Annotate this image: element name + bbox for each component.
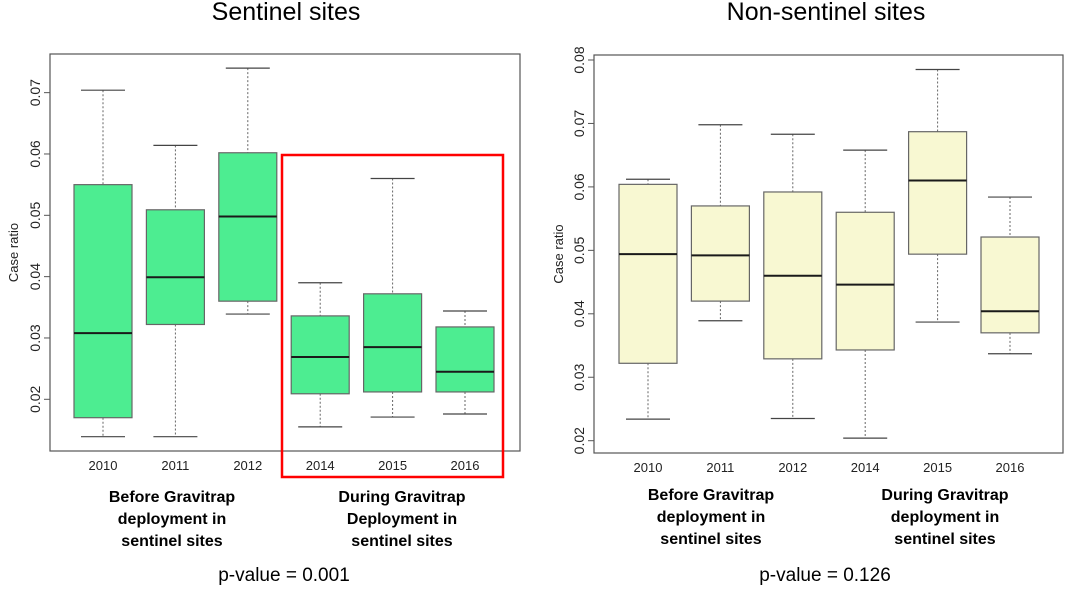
right-group-label-before: Before Gravitrap deployment in sentinel … xyxy=(647,487,775,548)
left-x-tick-label: 2014 xyxy=(306,458,335,473)
left-plot-frame xyxy=(49,53,521,452)
left-y-tick-label: 0.04 xyxy=(27,263,43,290)
left-y-tick-label: 0.03 xyxy=(27,324,43,351)
right-chart-title: Non-sentinel sites xyxy=(726,0,926,26)
left-y-axis-label: Case ratio xyxy=(6,223,21,282)
right-y-tick-label: 0.02 xyxy=(571,427,587,454)
left-y-tick-label: 0.07 xyxy=(27,79,43,106)
left-box-2014 xyxy=(290,315,350,395)
left-y-tick-label: 0.02 xyxy=(27,385,43,412)
left-group-label-during: During Gravitrap Deployment in sentinel … xyxy=(338,489,466,550)
right-x-tick-label: 2015 xyxy=(923,460,952,475)
right-box-2016 xyxy=(980,236,1040,334)
left-box-2011 xyxy=(145,209,205,326)
left-box-2016 xyxy=(435,326,495,393)
left-x-tick-label: 2010 xyxy=(89,458,118,473)
left-highlight-rect xyxy=(280,153,505,479)
left-box-2015 xyxy=(363,293,423,393)
left-box-2010 xyxy=(73,184,133,419)
right-box-2015 xyxy=(907,131,968,255)
right-y-tick-label: 0.06 xyxy=(571,173,587,200)
left-y-tick-label: 0.06 xyxy=(27,140,43,167)
right-x-tick-label: 2010 xyxy=(634,460,663,475)
right-y-axis-label: Case ratio xyxy=(551,224,566,283)
left-p-value: p-value = 0.001 xyxy=(218,565,350,586)
right-x-tick-label: 2014 xyxy=(851,460,880,475)
left-chart-title: Sentinel sites xyxy=(211,0,361,26)
left-x-tick-label: 2015 xyxy=(378,458,407,473)
right-group-label-during: During Gravitrap deployment in sentinel … xyxy=(881,487,1009,548)
left-box-2012 xyxy=(218,152,278,302)
left-x-tick-label: 2016 xyxy=(451,458,480,473)
left-x-tick-label: 2012 xyxy=(233,458,262,473)
left-group-label-before: Before Gravitrap deployment in sentinel … xyxy=(108,489,236,550)
right-y-tick-label: 0.05 xyxy=(571,237,587,264)
right-y-tick-label: 0.07 xyxy=(571,110,587,137)
right-y-tick-label: 0.03 xyxy=(571,363,587,390)
right-plot-frame xyxy=(593,54,1064,454)
right-box-2010 xyxy=(618,183,678,364)
right-y-tick-label: 0.08 xyxy=(571,46,587,73)
right-box-2014 xyxy=(835,211,895,351)
right-x-tick-label: 2011 xyxy=(706,460,734,475)
right-box-2011 xyxy=(690,205,751,302)
left-x-tick-label: 2011 xyxy=(161,458,189,473)
right-x-tick-label: 2012 xyxy=(778,460,807,475)
right-y-tick-label: 0.04 xyxy=(571,300,587,327)
left-y-tick-label: 0.05 xyxy=(27,201,43,228)
right-x-tick-label: 2016 xyxy=(996,460,1025,475)
right-p-value: p-value = 0.126 xyxy=(759,565,891,586)
